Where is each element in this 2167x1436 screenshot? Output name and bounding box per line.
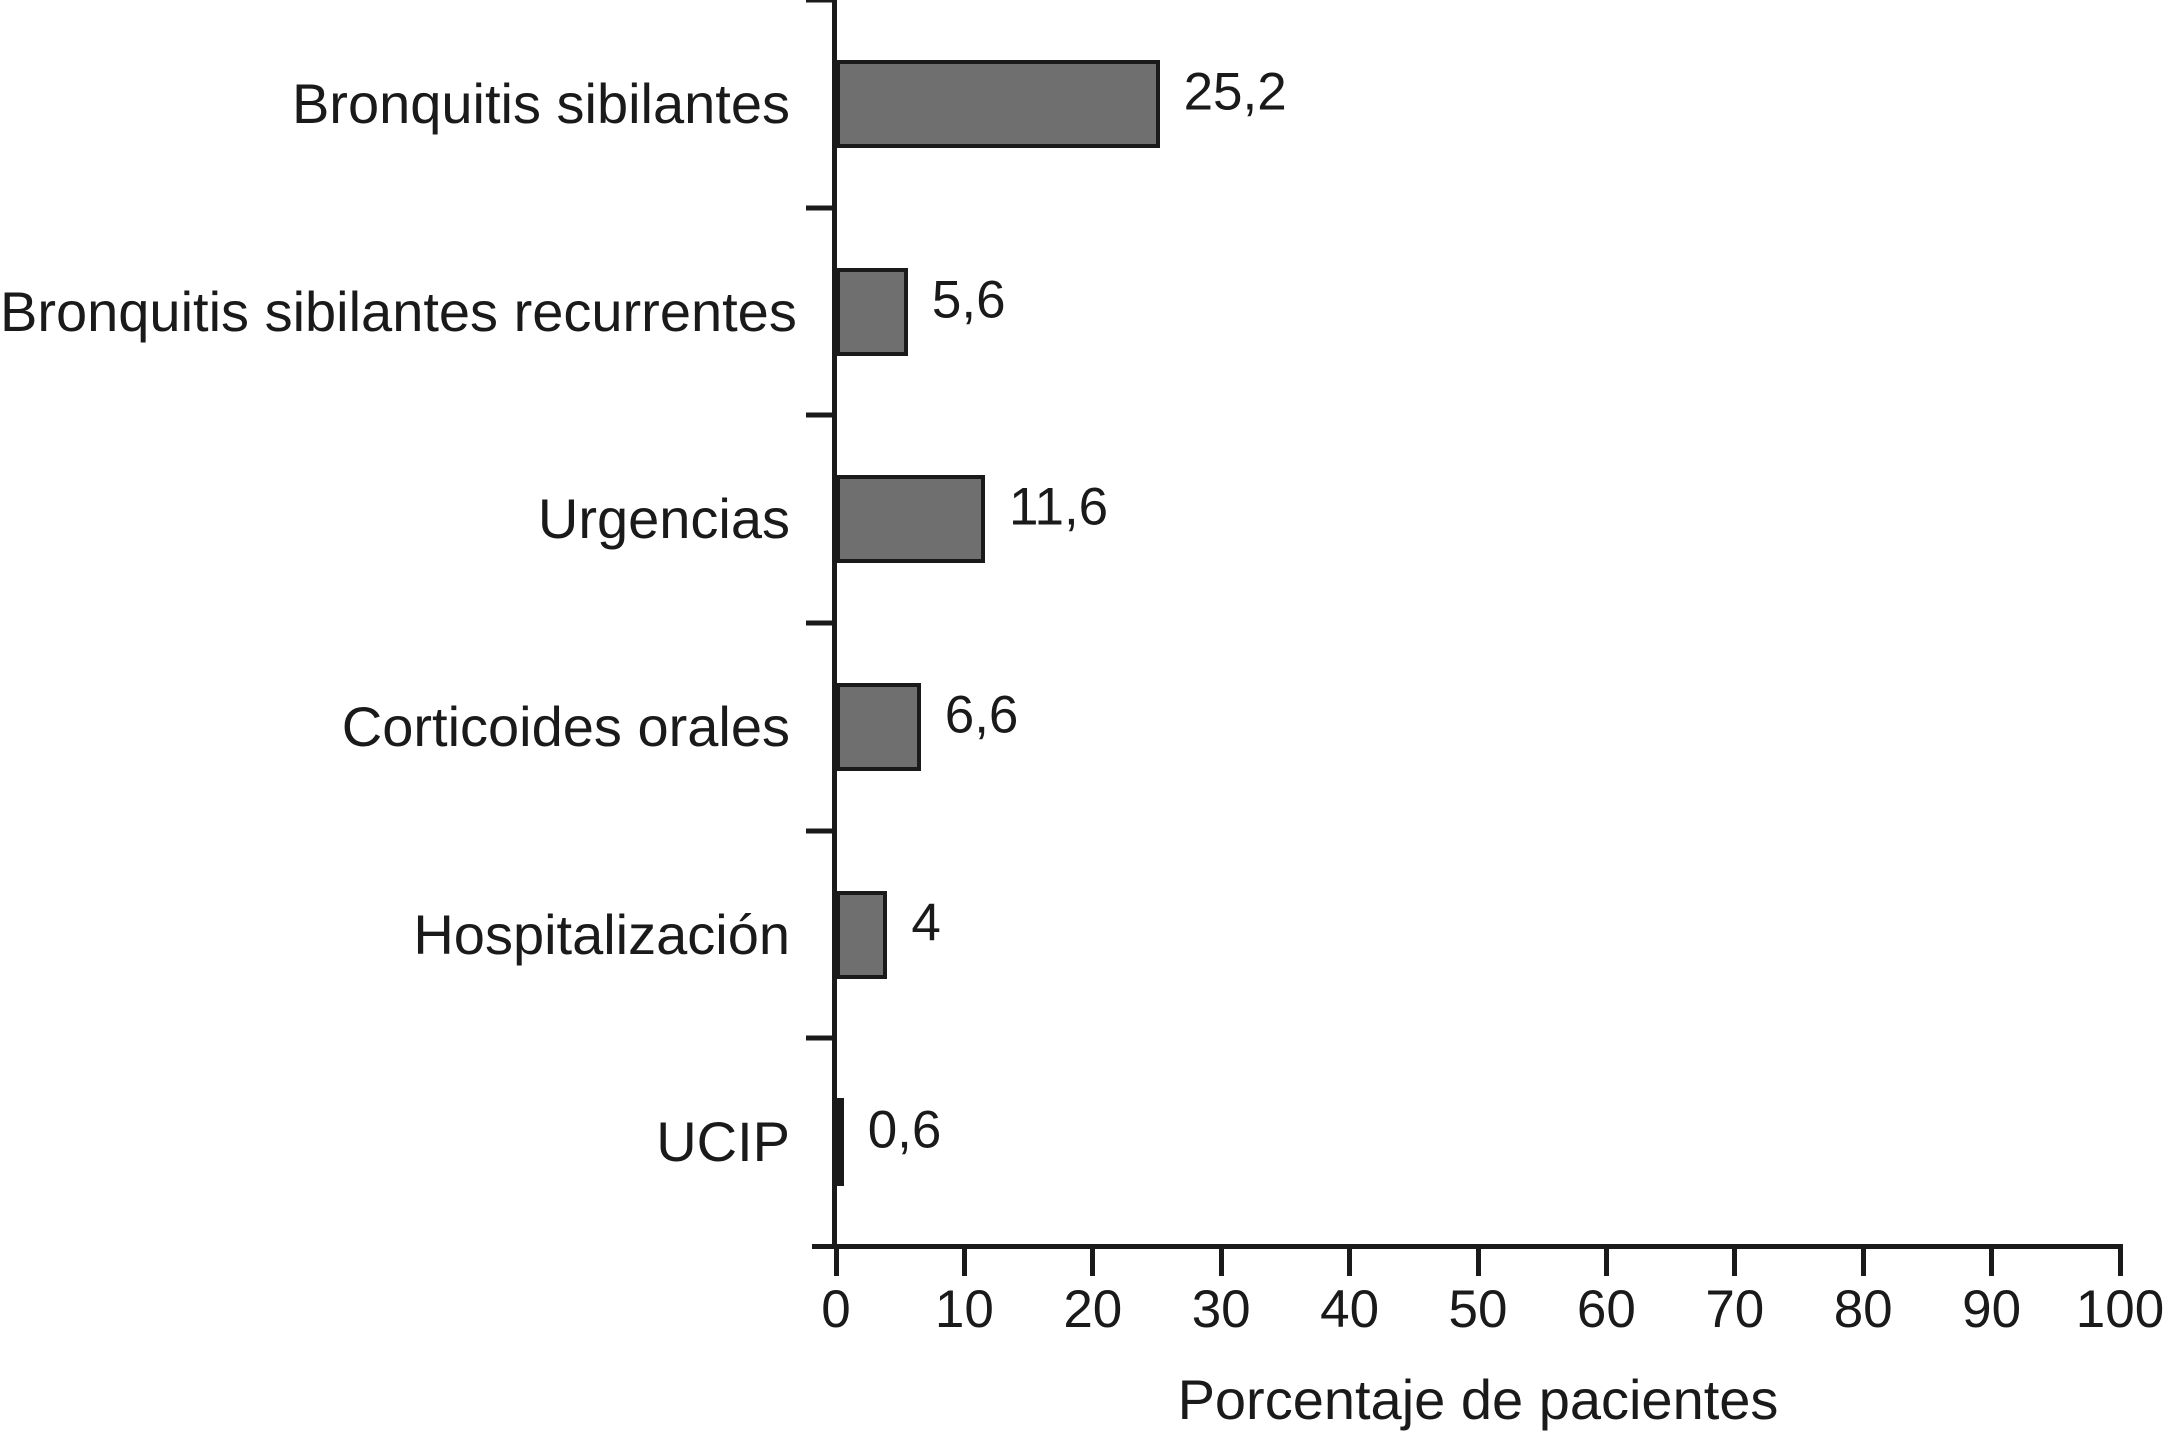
value-label: 5,6 <box>931 270 1006 329</box>
x-tick <box>961 1246 967 1276</box>
bar <box>836 890 888 979</box>
x-tick-label: 100 <box>2075 1280 2165 1339</box>
bar <box>836 59 1160 148</box>
y-tick <box>806 205 832 211</box>
category-label: UCIP <box>656 1110 790 1174</box>
bar <box>836 475 985 564</box>
category-label: Corticoides orales <box>341 694 790 758</box>
x-tick-label: 30 <box>1191 1280 1251 1339</box>
x-tick <box>1090 1246 1096 1276</box>
x-tick-label: 40 <box>1320 1280 1380 1339</box>
x-tick <box>1989 1246 1995 1276</box>
value-label: 25,2 <box>1183 62 1287 122</box>
x-tick-label: 50 <box>1448 1280 1508 1339</box>
bar <box>836 267 908 356</box>
category-label: Bronquitis sibilantes <box>291 71 790 135</box>
x-tick-label: 0 <box>821 1280 851 1339</box>
x-tick-label: 10 <box>934 1280 994 1339</box>
category-label: Bronquitis sibilantes recurrentes <box>0 279 797 343</box>
x-tick-label: 90 <box>1962 1280 2022 1339</box>
x-tick <box>2117 1246 2123 1276</box>
y-axis-line <box>832 0 837 1248</box>
bar <box>836 682 921 771</box>
x-axis-line <box>812 1244 2123 1249</box>
x-tick-label: 80 <box>1833 1280 1893 1339</box>
x-tick-label: 60 <box>1576 1280 1636 1339</box>
y-tick <box>806 828 832 834</box>
x-tick <box>833 1246 839 1276</box>
value-label: 4 <box>911 893 941 952</box>
y-tick <box>806 412 832 418</box>
x-tick <box>1860 1246 1866 1276</box>
bar <box>836 1098 844 1187</box>
x-tick <box>1347 1246 1353 1276</box>
value-label: 6,6 <box>944 685 1019 745</box>
y-tick <box>806 620 832 626</box>
value-label: 11,6 <box>1008 477 1109 537</box>
x-axis-title: Porcentaje de pacientes <box>1177 1368 1779 1431</box>
category-label: Urgencias <box>537 487 790 551</box>
x-tick <box>1218 1246 1224 1276</box>
x-tick-label: 20 <box>1063 1280 1123 1339</box>
y-tick <box>806 1035 832 1041</box>
x-tick <box>1603 1246 1609 1276</box>
y-tick <box>806 0 832 3</box>
x-tick <box>1732 1246 1738 1276</box>
category-label: Hospitalización <box>413 902 790 966</box>
value-label: 0,6 <box>867 1100 942 1160</box>
x-tick <box>1475 1246 1481 1276</box>
x-tick-label: 70 <box>1705 1280 1765 1339</box>
